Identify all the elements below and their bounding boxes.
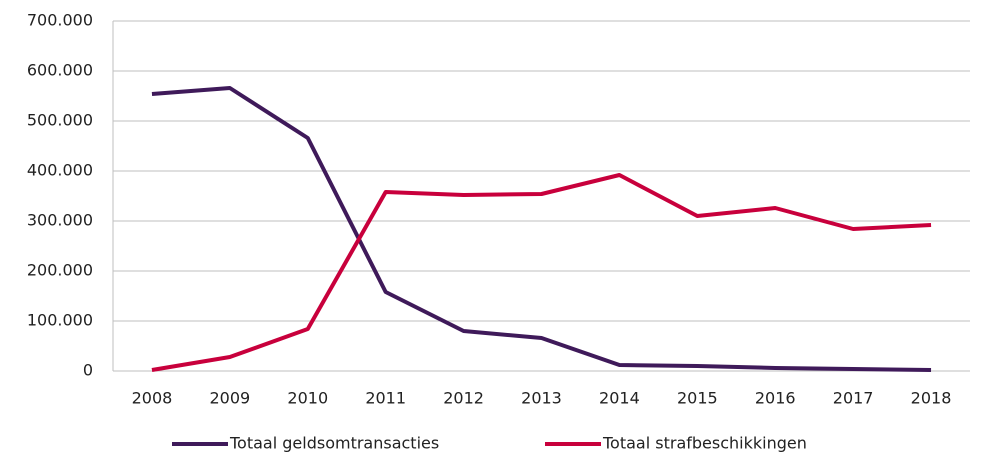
y-tick-label: 0	[83, 361, 93, 380]
y-tick-label: 700.000	[27, 11, 93, 30]
x-tick-label: 2011	[365, 389, 406, 408]
legend-label: Totaal geldsomtransacties	[229, 434, 439, 453]
x-tick-label: 2014	[599, 389, 640, 408]
legend-label: Totaal strafbeschikkingen	[602, 434, 807, 453]
series-line	[151, 86, 932, 372]
x-tick-label: 2012	[443, 389, 484, 408]
x-tick-label: 2013	[521, 389, 562, 408]
y-tick-label: 600.000	[27, 61, 93, 80]
y-tick-label: 400.000	[27, 161, 93, 180]
y-tick-label: 100.000	[27, 311, 93, 330]
series-line	[151, 173, 932, 372]
x-tick-label: 2017	[833, 389, 874, 408]
y-tick-label: 200.000	[27, 261, 93, 280]
x-tick-label: 2010	[287, 389, 328, 408]
y-tick-label: 300.000	[27, 211, 93, 230]
x-tick-label: 2009	[210, 389, 251, 408]
x-tick-label: 2016	[755, 389, 796, 408]
y-tick-label: 500.000	[27, 111, 93, 130]
x-tick-label: 2015	[677, 389, 718, 408]
x-tick-label: 2018	[911, 389, 952, 408]
x-tick-label: 2008	[132, 389, 173, 408]
